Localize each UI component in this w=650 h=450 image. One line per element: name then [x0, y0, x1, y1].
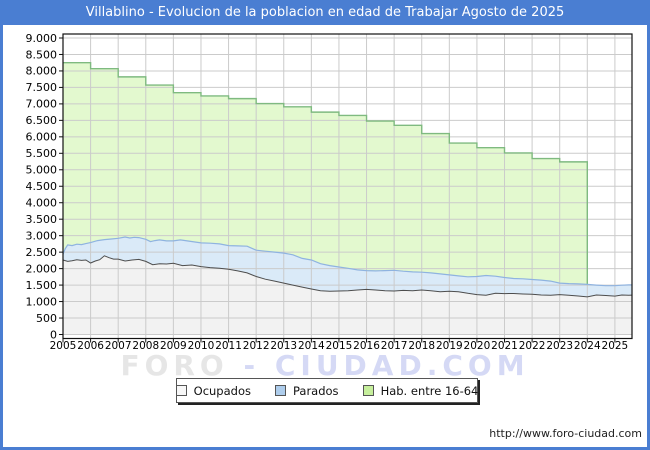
y-axis-label: 3.000	[26, 229, 58, 242]
x-axis-label: 2005	[50, 340, 77, 352]
y-axis-label: 1.500	[26, 279, 58, 292]
y-axis-label: 6.500	[26, 114, 58, 127]
y-axis-label: 4.000	[26, 197, 58, 210]
ocupados-area	[63, 255, 632, 335]
y-axis-label: 9.000	[26, 32, 58, 45]
y-axis-label: 8.500	[26, 48, 58, 61]
chart-legend: Ocupados Parados Hab. entre 16-64	[175, 378, 479, 403]
x-axis-label: 2023	[546, 340, 573, 352]
legend-swatch-hab-16-64	[362, 385, 374, 396]
ocupados-line	[62, 255, 633, 298]
y-axis-label: 2.000	[26, 262, 58, 275]
y-axis-label: 8.000	[26, 65, 58, 78]
y-axis-label: 7.500	[26, 81, 58, 94]
legend-item-hab-16-64: Hab. entre 16-64	[362, 383, 479, 398]
x-axis-label: 2015	[326, 340, 353, 352]
x-axis-label: 2010	[188, 340, 215, 352]
x-axis-label: 2006	[77, 340, 104, 352]
y-axis-label: 5.500	[26, 147, 58, 160]
legend-label-hab-16-64: Hab. entre 16-64	[380, 383, 479, 398]
website-link[interactable]: http://www.foro-ciudad.com	[489, 427, 642, 440]
page-title: Villablino - Evolucion de la poblacion e…	[0, 0, 650, 25]
y-axis-label: 2.500	[26, 246, 58, 259]
y-axis-label: 6.000	[26, 131, 58, 144]
x-axis-label: 2008	[132, 340, 159, 352]
legend-swatch-parados	[274, 385, 286, 396]
legend-label-parados: Parados	[292, 383, 339, 398]
x-axis-label: 2024	[574, 340, 601, 352]
x-axis-label: 2017	[381, 340, 408, 352]
watermark: FORO - CIUDAD.COM	[120, 349, 529, 382]
x-axis-label: 2018	[408, 340, 435, 352]
x-axis-label: 2007	[105, 340, 132, 352]
x-axis-label: 2016	[353, 340, 380, 352]
y-axis-label: 3.500	[26, 213, 58, 226]
y-axis-label: 500	[36, 312, 57, 325]
x-axis-label: 2022	[519, 340, 546, 352]
legend-swatch-ocupados	[175, 385, 187, 396]
x-axis-label: 2014	[298, 340, 325, 352]
y-axis-label: 1.000	[26, 295, 58, 308]
legend-item-ocupados: Ocupados	[175, 383, 251, 398]
watermark-right: - CIUDAD.COM	[243, 349, 530, 382]
x-axis-label: 2009	[160, 340, 187, 352]
x-axis-label: 2012	[243, 340, 270, 352]
legend-item-parados: Parados	[274, 383, 339, 398]
x-axis-label: 2019	[436, 340, 463, 352]
y-axis-label: 7.000	[26, 98, 58, 111]
y-axis-label: 4.500	[26, 180, 58, 193]
x-axis-label: 2011	[215, 340, 242, 352]
y-axis-label: 5.000	[26, 164, 58, 177]
y-axis-label: 0	[50, 328, 57, 341]
x-axis-label: 2021	[491, 340, 518, 352]
x-axis-label: 2025	[602, 340, 629, 352]
legend-label-ocupados: Ocupados	[193, 383, 251, 398]
parados-line	[62, 236, 632, 287]
watermark-left: FORO	[120, 349, 229, 382]
x-axis-label: 2020	[464, 340, 491, 352]
x-axis-label: 2013	[270, 340, 297, 352]
hab-16-64-line	[63, 62, 588, 286]
